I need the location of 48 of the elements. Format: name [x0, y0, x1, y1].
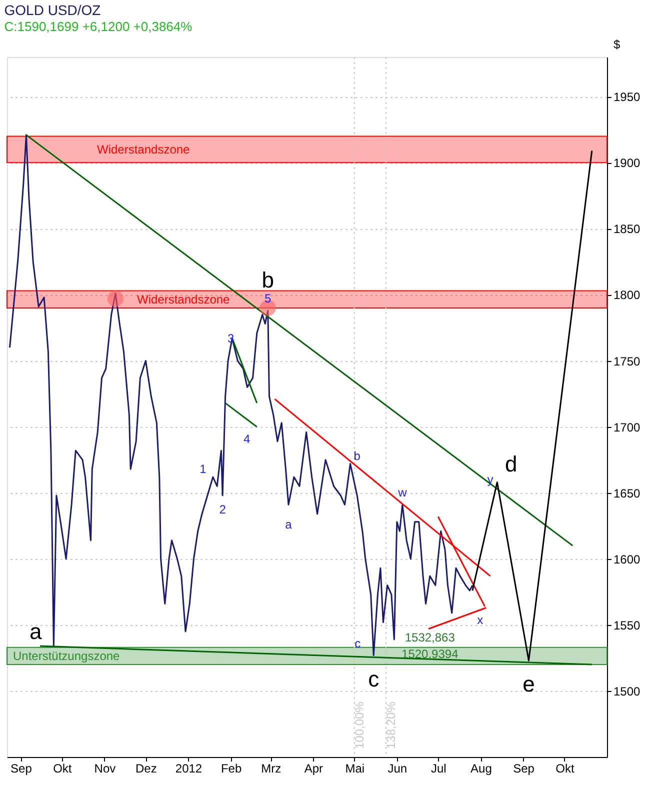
y-tick-label: 1750 [614, 354, 641, 368]
annotation: 4 [244, 432, 251, 446]
annotation: b [262, 268, 274, 293]
annotation: 3 [227, 331, 234, 346]
annotation: b [354, 448, 361, 463]
annotation: w [397, 486, 408, 500]
x-tick-label: 2012 [175, 762, 202, 776]
y-tick-label: 1900 [614, 156, 641, 170]
x-tick-label: Nov [94, 762, 116, 776]
y-tick-label: 1700 [614, 420, 641, 434]
x-tick-label: Sep [513, 762, 535, 776]
annotation: 5 [264, 292, 272, 306]
annotation: d [505, 451, 518, 476]
x-tick-label: Dez [136, 762, 157, 776]
chart-subtitle: C:1590,1699 +6,1200 +0,3864% [4, 19, 193, 34]
x-tick-label: Okt [556, 762, 575, 776]
band-label: Widerstandszone [97, 142, 190, 156]
annotation: e [522, 672, 535, 697]
y-axis-title: $ [614, 38, 620, 52]
x-tick-label: Okt [53, 762, 72, 776]
x-tick-label: Jun [388, 762, 408, 776]
annotation: 1 [200, 462, 207, 476]
annotation: x [477, 612, 484, 627]
band-label: Widerstandszone [137, 292, 230, 306]
annotation: c [368, 666, 380, 692]
annotation: a [285, 518, 292, 532]
band-label: Unterstützungszone [13, 648, 120, 663]
y-tick-label: 1500 [614, 684, 641, 698]
y-tick-label: 1550 [614, 618, 641, 632]
x-tick-label: Mai [345, 762, 365, 776]
chart-title: GOLD USD/OZ [4, 2, 102, 18]
annotation: a [30, 619, 43, 644]
annotation: c [354, 636, 361, 650]
x-tick-label: Jul [430, 762, 446, 776]
annotation: 1532,863 [404, 630, 456, 644]
x-tick-label: Feb [220, 762, 242, 776]
x-tick-label: Sep [10, 762, 32, 776]
x-tick-label: Apr [304, 762, 324, 776]
y-tick-label: 1850 [614, 222, 641, 236]
y-tick-label: 1650 [614, 486, 641, 500]
annotation: y [487, 472, 494, 487]
x-tick-label: Aug [470, 762, 492, 776]
x-tick-label: Mrz [261, 762, 282, 776]
annotation: 1520,9394 [402, 646, 459, 661]
y-tick-label: 1600 [614, 552, 641, 566]
y-tick-label: 1950 [614, 90, 641, 104]
annotation: 2 [219, 502, 226, 516]
y-tick-label: 1800 [614, 288, 641, 302]
